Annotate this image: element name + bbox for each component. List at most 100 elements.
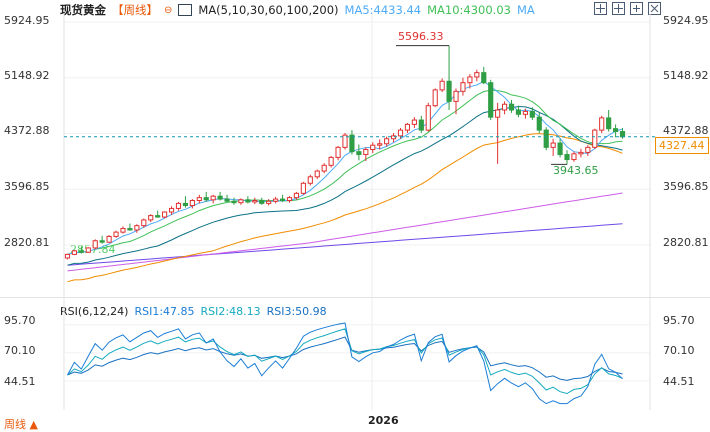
period-label[interactable]: 【周线】 <box>112 3 158 17</box>
candle-body <box>599 117 605 131</box>
candle-body <box>453 90 459 102</box>
chart-layout-icon[interactable] <box>612 2 625 15</box>
candle-body <box>349 134 355 153</box>
ma100-line <box>67 192 623 272</box>
ma-params[interactable]: MA(5,10,30,60,100,200) <box>198 3 339 17</box>
candle-body <box>585 146 591 153</box>
candle-body <box>543 129 549 148</box>
candle-body <box>78 250 84 253</box>
candle-body <box>286 197 293 202</box>
candle-body <box>571 153 577 161</box>
max-price-annotation: 5596.33 <box>398 30 444 43</box>
candle-body <box>99 240 105 243</box>
candle-body <box>148 215 154 221</box>
candle-body <box>515 109 522 115</box>
candle-body <box>85 247 91 253</box>
rsi2-value: RSI2:48.13 <box>200 305 261 318</box>
ma200-line <box>67 223 623 266</box>
price-axis-left-2: 5148.92 <box>4 69 50 82</box>
candle-body <box>432 89 438 107</box>
instrument-title: 现货黄金 <box>60 3 106 17</box>
candle-body <box>529 110 535 118</box>
candle-body <box>619 131 626 138</box>
candle-body <box>488 82 494 118</box>
candle-body <box>252 200 258 203</box>
rsi-axis-right-3: 44.51 <box>663 375 695 388</box>
candle-body <box>155 215 161 218</box>
rsi2-line <box>67 328 623 395</box>
candle-body <box>328 156 334 166</box>
candle-body <box>557 142 563 156</box>
candle-body <box>578 151 584 155</box>
candle-body <box>411 119 417 125</box>
candle-body <box>425 105 431 131</box>
candle-body <box>92 240 98 249</box>
candle-body <box>127 228 133 231</box>
candle-body <box>606 117 612 130</box>
price-axis-left-1: 5924.95 <box>4 14 50 27</box>
candle-body <box>245 199 251 203</box>
rsi-axis-left-3: 44.51 <box>4 375 36 388</box>
candle-body <box>141 219 147 227</box>
rsi-axis-right-1: 95.70 <box>663 314 695 327</box>
candle-body <box>550 142 556 148</box>
price-axis-right-1: 5924.95 <box>663 14 709 27</box>
ma5-value: MA5:4433.44 <box>344 3 422 17</box>
candle-body <box>168 207 175 213</box>
candle-body <box>377 143 383 146</box>
candle-body <box>384 138 390 145</box>
price-axis-right-2: 5148.92 <box>663 69 709 82</box>
pane-separator[interactable] <box>0 297 710 298</box>
period-selector-button[interactable]: 周线 ▲ <box>4 418 38 431</box>
candle-body <box>203 197 209 201</box>
chart-header: 现货黄金 【周线】 ⊖ MA(5,10,30,60,100,200) MA5:4… <box>60 2 535 18</box>
current-price-tag: 4327.44 <box>655 137 709 154</box>
candle-body <box>446 80 452 102</box>
candle-body <box>314 170 320 178</box>
candle-body <box>182 202 189 207</box>
candle-body <box>64 253 71 259</box>
add-indicator-icon[interactable] <box>630 2 643 15</box>
candle-body <box>273 198 279 202</box>
candle-body <box>120 228 126 233</box>
candle-body <box>508 103 515 111</box>
candle-body <box>564 154 570 161</box>
ma30-line <box>67 105 623 266</box>
rsi3-line <box>67 336 623 381</box>
candle-body <box>342 134 348 148</box>
rsi-params[interactable]: RSI(6,12,24) <box>60 305 129 318</box>
candle-body <box>279 198 286 202</box>
candle-body <box>536 116 542 131</box>
candle-body <box>370 144 376 151</box>
candle-body <box>495 109 501 118</box>
ma60-line <box>67 133 623 283</box>
candle-body <box>418 119 424 131</box>
candle-body <box>293 192 300 199</box>
fullscreen-icon[interactable] <box>648 2 661 15</box>
grid-icon[interactable] <box>594 2 607 15</box>
candle-body <box>307 176 313 184</box>
rsi-axis-right-2: 70.10 <box>663 344 695 357</box>
price-axis-right-5: 2820.81 <box>663 236 709 249</box>
candle-body <box>175 202 182 209</box>
candle-body <box>300 182 306 194</box>
ma10-line <box>67 89 623 255</box>
candle-body <box>439 80 445 91</box>
candle-body <box>460 82 466 92</box>
ma-indicator-icon[interactable] <box>178 4 193 16</box>
candle-body <box>522 110 528 115</box>
rsi-axis-left-1: 95.70 <box>4 314 36 327</box>
candle-body <box>397 129 404 137</box>
candle-body <box>106 235 112 243</box>
candle-body <box>266 200 272 204</box>
candle-body <box>259 200 265 204</box>
settings-icon[interactable]: ⊖ <box>164 4 173 16</box>
candle-body <box>592 129 598 148</box>
price-axis-left-3: 4372.88 <box>4 124 50 137</box>
rsi1-value: RSI1:47.85 <box>134 305 195 318</box>
x-axis-year: 2026 <box>368 414 399 427</box>
candle-body <box>481 72 487 84</box>
candle-body <box>224 198 230 202</box>
price-axis-right-3: 4372.88 <box>663 124 709 137</box>
